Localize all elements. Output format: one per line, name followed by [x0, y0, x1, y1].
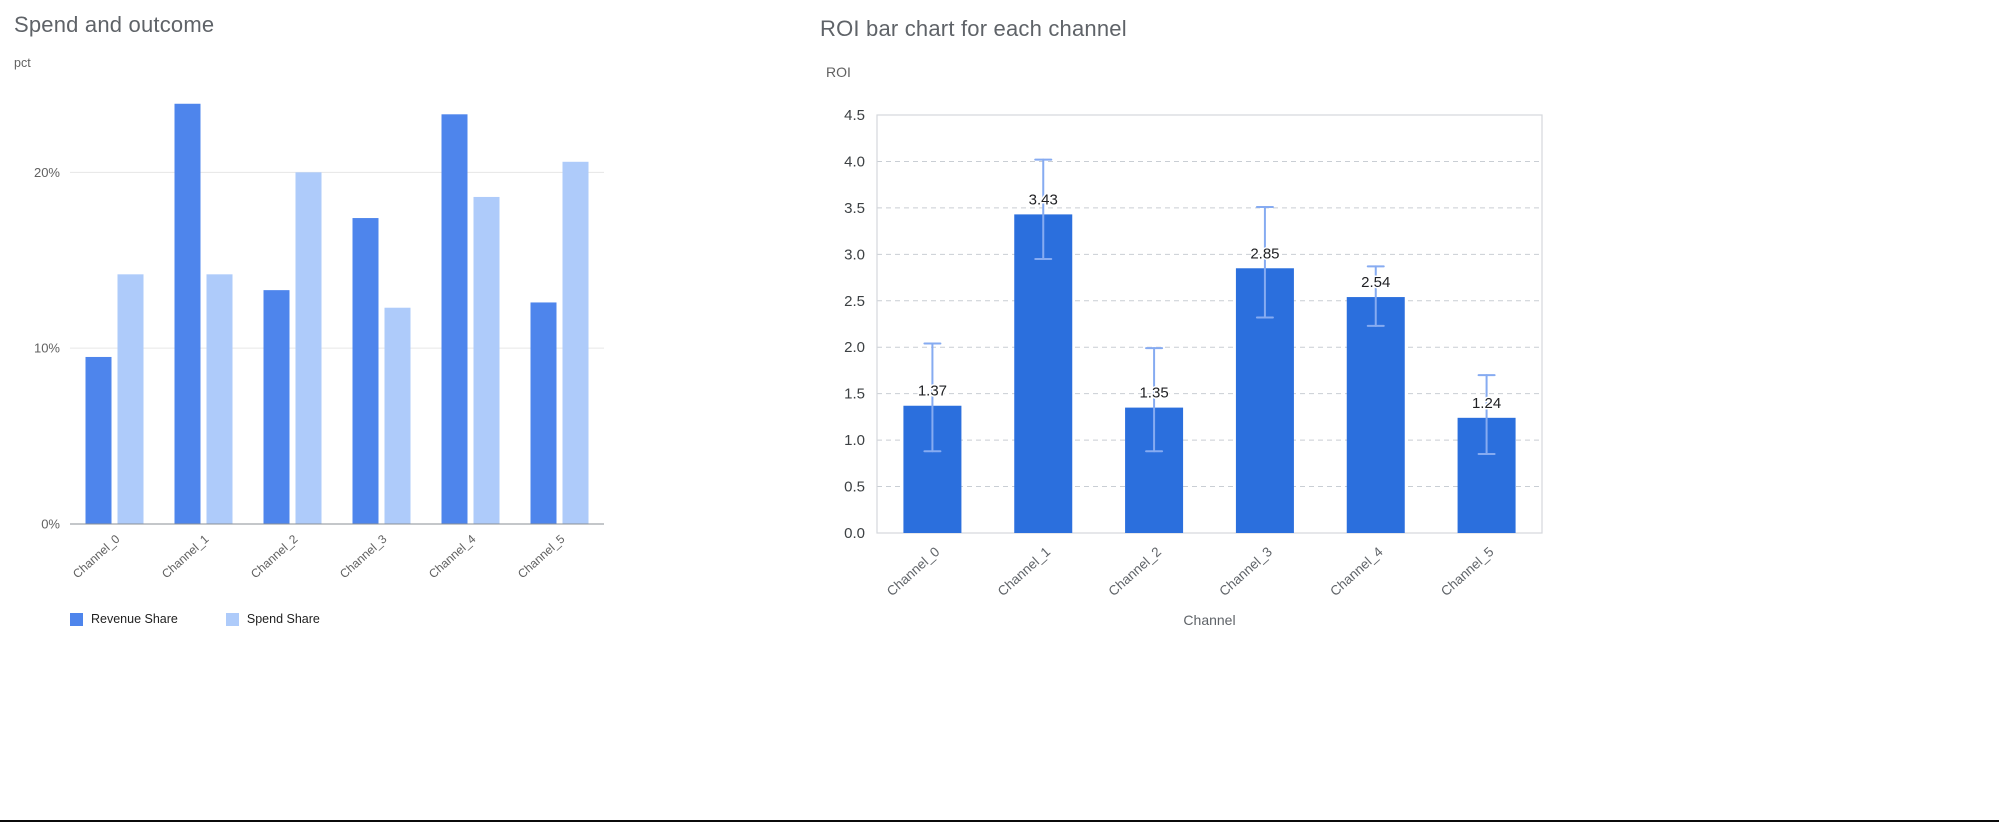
x-category-label: Channel_1	[995, 544, 1054, 599]
bar-Channel_4-spend-share[interactable]	[473, 196, 500, 524]
bar-Channel_2-spend-share[interactable]	[295, 172, 322, 524]
x-category-label: Channel_3	[1216, 544, 1275, 599]
bar-value-label: 3.43	[1029, 191, 1058, 208]
bar-Channel_4-revenue-share[interactable]	[441, 114, 468, 524]
spend-outcome-y-unit-label: pct	[14, 56, 31, 70]
y-tick-label: 2.5	[844, 293, 865, 310]
y-tick-label: 4.0	[844, 153, 865, 170]
y-tick-label: 2.0	[844, 339, 865, 356]
y-tick-label: 0%	[41, 517, 60, 532]
x-category-label: Channel_4	[426, 532, 479, 581]
bar-Channel_1-revenue-share[interactable]	[174, 103, 201, 524]
y-tick-label: 3.0	[844, 246, 865, 263]
x-category-label: Channel_2	[1106, 544, 1165, 599]
x-category-label: Channel_1	[159, 532, 212, 581]
roi-panel: ROI bar chart for each channel ROI 0.0 0.…	[812, 16, 1602, 666]
legend-swatch	[70, 612, 83, 626]
roi-bar-Channel_1[interactable]	[1014, 214, 1073, 533]
x-category-label: Channel_2	[248, 532, 301, 581]
y-tick-label: 3.5	[844, 200, 865, 217]
y-tick-label: 20%	[34, 165, 60, 180]
roi-bar-Channel_4[interactable]	[1346, 297, 1405, 533]
bar-value-label: 1.24	[1472, 395, 1501, 412]
bar-value-label: 2.85	[1250, 245, 1279, 262]
x-category-label: Channel_5	[1438, 544, 1497, 599]
bar-Channel_3-spend-share[interactable]	[384, 307, 411, 524]
legend-item-revenue-share[interactable]: Revenue Share	[70, 612, 178, 626]
roi-chart: 0.0 0.5 1.0 1.5 2.0 2.5 3.0 3.5 4.0 4.5 1.37 Channe…	[844, 107, 1543, 599]
roi-x-axis-title: Channel	[1183, 612, 1236, 628]
bar-Channel_1-spend-share[interactable]	[206, 274, 233, 524]
spend-outcome-chart: 0% 10% 20% Channel_0 Channel_1 Channel_2 Chann…	[34, 103, 604, 581]
bar-value-label: 2.54	[1361, 274, 1390, 291]
y-tick-label: 0.0	[844, 525, 865, 542]
spend-outcome-panel: Spend and outcome pct 0% 10% 20% Channel_0 C…	[12, 12, 682, 692]
x-category-label: Channel_5	[515, 532, 568, 581]
bar-Channel_0-revenue-share[interactable]	[85, 356, 112, 524]
bar-Channel_2-revenue-share[interactable]	[263, 290, 290, 524]
y-tick-label: 4.5	[844, 107, 865, 124]
bar-value-label: 1.37	[918, 383, 947, 400]
x-category-label: Channel_4	[1327, 544, 1386, 599]
bar-value-label: 1.35	[1139, 385, 1168, 402]
x-category-label: Channel_3	[337, 532, 390, 581]
plot-border	[876, 114, 1543, 534]
y-tick-label: 10%	[34, 341, 60, 356]
legend-swatch	[225, 612, 239, 626]
legend-label: Spend Share	[246, 612, 320, 626]
bar-Channel_5-revenue-share[interactable]	[530, 302, 557, 524]
roi-title: ROI bar chart for each channel	[820, 16, 1127, 41]
bar-Channel_5-spend-share[interactable]	[562, 161, 589, 524]
legend-label: Revenue Share	[91, 612, 178, 626]
legend-item-spend-share[interactable]: Spend Share	[225, 612, 320, 626]
bar-Channel_0-spend-share[interactable]	[117, 274, 144, 524]
y-tick-label: 0.5	[844, 479, 865, 496]
bottom-divider	[0, 820, 1999, 822]
y-tick-label: 1.0	[844, 432, 865, 449]
x-category-label: Channel_0	[70, 532, 123, 581]
y-tick-label: 1.5	[844, 386, 865, 403]
spend-outcome-title: Spend and outcome	[14, 12, 215, 37]
x-category-label: Channel_0	[884, 544, 943, 599]
legend: Revenue Share Spend Share	[70, 612, 320, 626]
bar-Channel_3-revenue-share[interactable]	[352, 218, 379, 525]
roi-y-axis-label: ROI	[826, 64, 851, 80]
